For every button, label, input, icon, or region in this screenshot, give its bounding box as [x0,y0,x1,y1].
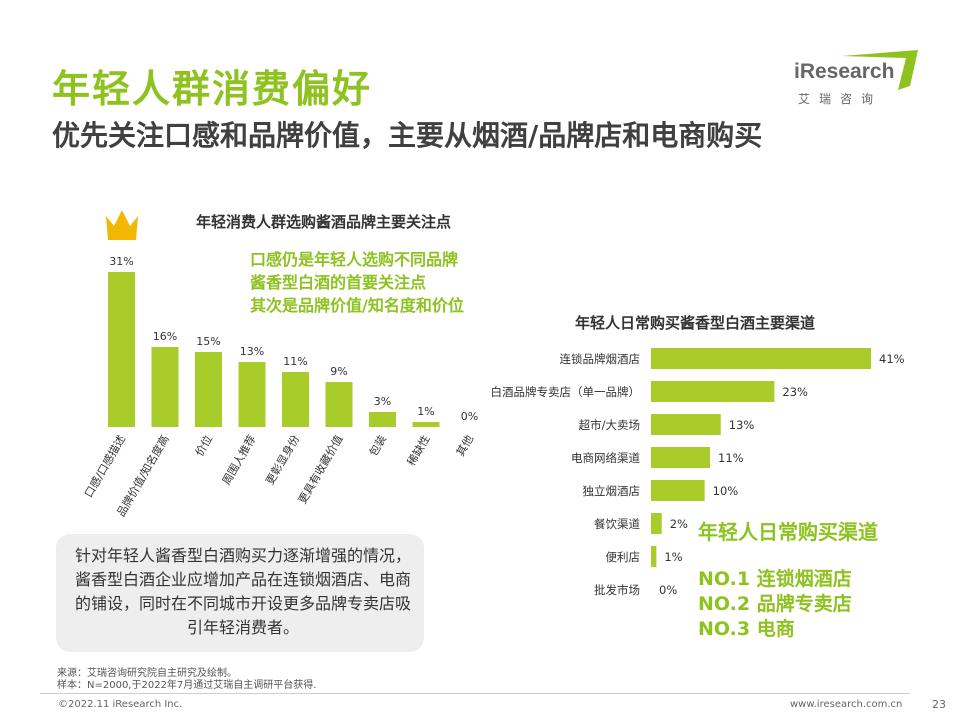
attention-bar [369,412,396,427]
channel-value-label: 10% [713,484,739,498]
attention-value-label: 31% [109,255,133,268]
source-text: 来源：艾瑞咨询研究院自主研究及绘制。 [57,668,237,679]
channel-value-label: 1% [664,550,682,564]
attention-value-label: 3% [374,395,391,408]
summary-box [56,534,424,652]
channel-category-label: 独立烟酒店 [583,484,641,498]
channel-value-label: 0% [659,583,677,597]
channel-category-label: 连锁品牌烟酒店 [560,352,641,366]
channel-bar [651,546,657,567]
attention-bar [412,422,440,427]
crown-shape [106,210,138,240]
iresearch-logo [842,50,918,90]
annotation-line-3: 其次是品牌价值/知名度和价位 [250,296,464,315]
annotation-line-2: 酱香型白酒的首要关注点 [250,273,427,292]
channel-bar [651,480,705,501]
channel-rank-1: NO.1 连锁烟酒店 [698,568,852,590]
channel-summary-heading: 年轻人日常购买渠道 [698,520,878,544]
channel-summary: 年轻人日常购买渠道 NO.1 连锁烟酒店 NO.2 品牌专卖店 NO.3 电商 [698,516,878,642]
attention-value-label: 1% [417,405,434,418]
channel-bar [651,381,775,402]
channel-bar [651,513,662,534]
source-note: 来源：艾瑞咨询研究院自主研究及绘制。 样本：N=2000,于2022年7月通过艾… [57,668,316,692]
channel-category-label: 超市/大卖场 [579,418,640,432]
attention-annotation: 口感仍是年轻人选购不同品牌 酱香型白酒的首要关注点 其次是品牌价值/知名度和价位 [250,248,464,317]
channel-value-label: 41% [879,352,905,366]
channel-rank-2: NO.2 品牌专卖店 [698,593,852,615]
channel-category-label: 批发市场 [594,583,640,597]
attention-value-label: 15% [196,335,220,348]
page-number: 23 [932,698,946,711]
channel-value-label: 11% [718,451,744,465]
channel-bars-group: 连锁品牌烟酒店 41% 白酒品牌专卖店（单一品牌） 23% 超市/大卖场 13% 电商网络渠… [491,348,905,597]
sample-text: 样本：N=2000,于2022年7月通过艾瑞自主调研平台获得. [57,680,317,691]
attention-value-label: 9% [330,365,347,378]
logo-swoosh-shape [842,50,918,90]
attention-value-label: 13% [240,345,264,358]
footer-divider [40,693,910,694]
attention-bar [195,352,222,427]
left-chart-title: 年轻消费人群选购酱酒品牌主要关注点 [196,213,452,231]
attention-bar [325,382,353,427]
logo-brand-text: iResearch [794,60,895,83]
attention-bar [282,372,309,427]
channel-value-label: 13% [729,418,755,432]
attention-bar [108,272,135,427]
annotation-line-1: 口感仍是年轻人选购不同品牌 [250,250,459,269]
crown-icon [106,210,138,240]
channel-value-label: 2% [670,517,688,531]
channel-category-label: 白酒品牌专卖店（单一品牌） [491,385,641,399]
attention-value-label: 16% [153,330,177,343]
logo-cn-text: 艾瑞咨询 [798,92,883,106]
right-chart-title: 年轻人日常购买酱香型白酒主要渠道 [575,314,816,332]
channel-rank-3: NO.3 电商 [698,618,795,640]
channel-bar [651,348,871,369]
attention-bar [238,362,266,427]
footer-url: www.iresearch.com.cn [790,699,903,710]
page-title: 年轻人群消费偏好 [52,67,373,111]
channel-category-label: 餐饮渠道 [594,517,640,531]
summary-text: 针对年轻人酱香型白酒购买力逐渐增强的情况，酱香型白酒企业应增加产品在连锁烟酒店、… [74,546,411,637]
page-subtitle: 优先关注口感和品牌价值，主要从烟酒/品牌店和电商购买 [52,119,763,152]
channel-category-label: 便利店 [606,550,641,564]
channel-bar [651,447,711,468]
channel-bar [651,414,721,435]
attention-value-label: 11% [283,355,307,368]
footer-copyright: ©2022.11 iResearch Inc. [58,699,183,710]
attention-bar [151,347,179,427]
attention-value-label: 0% [461,410,478,423]
channel-category-label: 电商网络渠道 [571,451,640,465]
channel-value-label: 23% [782,385,808,399]
